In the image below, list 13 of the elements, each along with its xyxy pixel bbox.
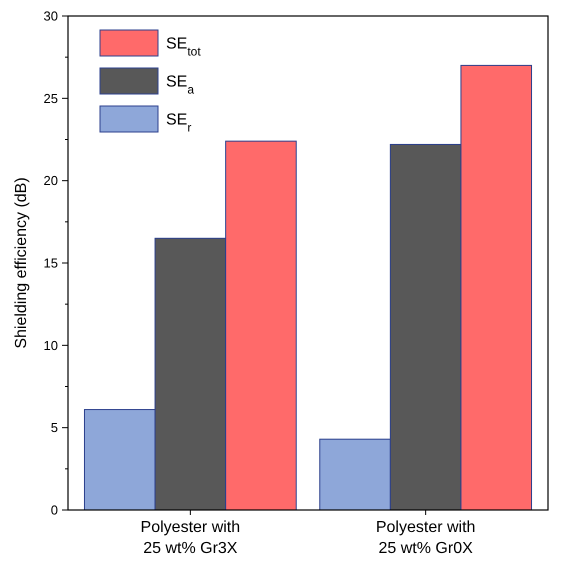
- y-tick-label: 5: [50, 420, 58, 436]
- legend-label: SE$_{tot}$: [166, 36, 202, 59]
- y-tick-label: 15: [44, 256, 58, 271]
- y-tick-label: 0: [50, 502, 58, 518]
- legend-label: SE$_{a}$: [166, 74, 194, 97]
- y-tick-label: 25: [44, 90, 58, 106]
- x-tick-label: Polyester with 25 wt% Gr3X: [140, 519, 240, 557]
- y-tick-label: 10: [44, 338, 58, 353]
- y-tick-label: 20: [44, 173, 58, 188]
- y-axis-title: Shielding efficiency (dB): [13, 177, 30, 349]
- legend-label: SE$_{r}$: [166, 112, 192, 135]
- x-tick-label: Polyester with 25 wt% Gr0X: [376, 519, 476, 557]
- y-tick-label: 30: [44, 8, 58, 24]
